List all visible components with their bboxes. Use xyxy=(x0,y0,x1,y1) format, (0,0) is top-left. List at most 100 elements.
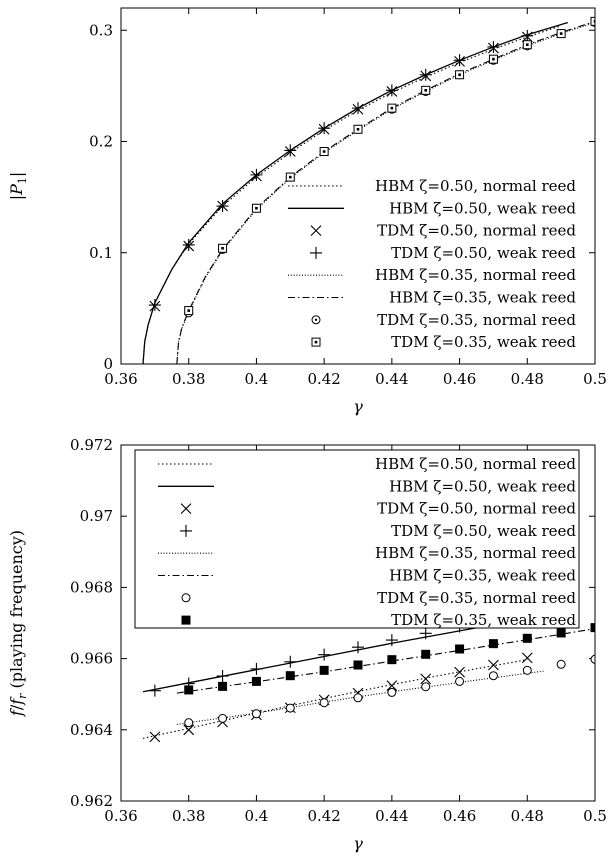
x-tick-label: 0.5 xyxy=(583,807,607,825)
data-point xyxy=(522,665,532,675)
data-point xyxy=(488,54,498,64)
data-point xyxy=(183,724,195,736)
data-point xyxy=(488,659,499,671)
data-point xyxy=(184,718,194,728)
data-point xyxy=(385,634,398,647)
data-point xyxy=(251,676,261,686)
data-point xyxy=(453,54,466,67)
data-point xyxy=(251,709,261,719)
legend-label: TDM ζ=0.50, normal reed xyxy=(377,222,576,240)
legend-label: TDM ζ=0.35, weak reed xyxy=(391,333,576,351)
y-tick-label: 0.964 xyxy=(70,721,113,739)
plot-area xyxy=(142,16,595,364)
data-point xyxy=(419,627,432,640)
data-point xyxy=(590,16,595,26)
legend-label: HBM ζ=0.35, weak reed xyxy=(389,289,576,307)
legend-label: HBM ζ=0.35, normal reed xyxy=(375,544,576,562)
legend-frame xyxy=(134,449,580,629)
legend-label: HBM ζ=0.50, normal reed xyxy=(375,177,576,195)
y-tick-label: 0.2 xyxy=(89,133,113,151)
legend-label: HBM ζ=0.50, normal reed xyxy=(375,455,576,473)
data-point xyxy=(556,628,566,638)
legend-sample xyxy=(310,246,322,259)
series-line xyxy=(176,670,545,726)
series-markers xyxy=(184,16,595,316)
plot-frame xyxy=(120,444,596,802)
data-point xyxy=(319,147,329,157)
data-point xyxy=(216,200,229,213)
data-point xyxy=(251,203,261,213)
legend-label: HBM ζ=0.50, weak reed xyxy=(389,199,576,217)
x-axis-label: γ xyxy=(353,834,363,853)
series-line xyxy=(176,628,595,694)
x-axis-label: γ xyxy=(353,397,363,416)
data-point xyxy=(488,639,498,649)
y-tick-label: 0.3 xyxy=(89,21,113,39)
legend-label: TDM ζ=0.35, normal reed xyxy=(377,589,576,607)
data-point xyxy=(353,124,363,134)
data-point xyxy=(318,648,331,661)
y-tick-label: 0.966 xyxy=(70,650,113,668)
chart-1: 0.36 0.38 0.4 0.42 0.44 0.46 0.48 0.5 0 0.1 0.2 0.3… xyxy=(89,7,607,416)
x-tick-label: 0.36 xyxy=(104,807,137,825)
data-point xyxy=(285,671,295,681)
data-point xyxy=(284,655,297,668)
legend-sample xyxy=(311,315,321,325)
chart-2: 0.36 0.38 0.4 0.42 0.44 0.46 0.48 0.5 0.962 0.964… xyxy=(70,436,607,853)
legend-sample xyxy=(310,225,322,236)
legend-sample xyxy=(180,503,192,514)
data-point xyxy=(284,144,297,157)
data-point xyxy=(387,687,397,697)
data-point xyxy=(148,684,161,697)
data-point xyxy=(421,682,431,692)
legend-label: TDM ζ=0.50, normal reed xyxy=(377,500,576,518)
data-point xyxy=(250,662,263,675)
data-point xyxy=(522,633,532,643)
x-tick-label: 0.4 xyxy=(244,370,268,388)
y-tick-label: 0.97 xyxy=(80,507,113,525)
legend-sample xyxy=(181,615,191,625)
data-point xyxy=(455,676,465,686)
x-tick-label: 0.4 xyxy=(244,807,268,825)
legend-label: HBM ζ=0.35, weak reed xyxy=(389,567,576,585)
legend-label: TDM ζ=0.35, weak reed xyxy=(391,611,576,629)
x-tick-label: 0.44 xyxy=(375,370,408,388)
plot-frame xyxy=(120,7,596,365)
y-tick-label: 0 xyxy=(103,355,113,373)
data-point xyxy=(387,103,397,113)
x-tick-label: 0.44 xyxy=(375,807,408,825)
data-point xyxy=(218,243,228,253)
data-point xyxy=(590,654,595,664)
data-point xyxy=(285,703,295,713)
data-point xyxy=(352,102,364,115)
data-point xyxy=(386,680,398,692)
data-point xyxy=(218,681,228,691)
legend: HBM ζ=0.50, normal reed HBM ζ=0.50, weak … xyxy=(134,449,580,629)
data-point xyxy=(421,649,431,659)
data-point xyxy=(556,29,566,39)
data-point xyxy=(218,713,228,723)
series-markers xyxy=(184,654,595,728)
data-point xyxy=(318,122,331,135)
data-point xyxy=(590,623,595,633)
data-point xyxy=(487,40,500,53)
data-point xyxy=(319,698,329,708)
x-tick-label: 0.5 xyxy=(583,370,607,388)
data-point xyxy=(184,685,194,695)
legend-label: HBM ζ=0.50, weak reed xyxy=(389,477,576,495)
x-tick-label: 0.48 xyxy=(511,807,544,825)
legend-sample xyxy=(311,337,321,347)
x-tick-label: 0.42 xyxy=(307,370,340,388)
y-tick-label: 0.962 xyxy=(70,792,113,810)
data-point xyxy=(421,85,431,95)
x-tick-label: 0.38 xyxy=(172,370,205,388)
legend-label: TDM ζ=0.35, normal reed xyxy=(377,311,576,329)
series-markers xyxy=(148,29,534,312)
y-tick-label: 0.1 xyxy=(89,244,113,262)
legend-label: HBM ζ=0.35, normal reed xyxy=(375,266,576,284)
data-point xyxy=(352,641,364,654)
data-point xyxy=(521,652,533,664)
legend-sample xyxy=(181,593,191,603)
data-point xyxy=(353,660,363,670)
